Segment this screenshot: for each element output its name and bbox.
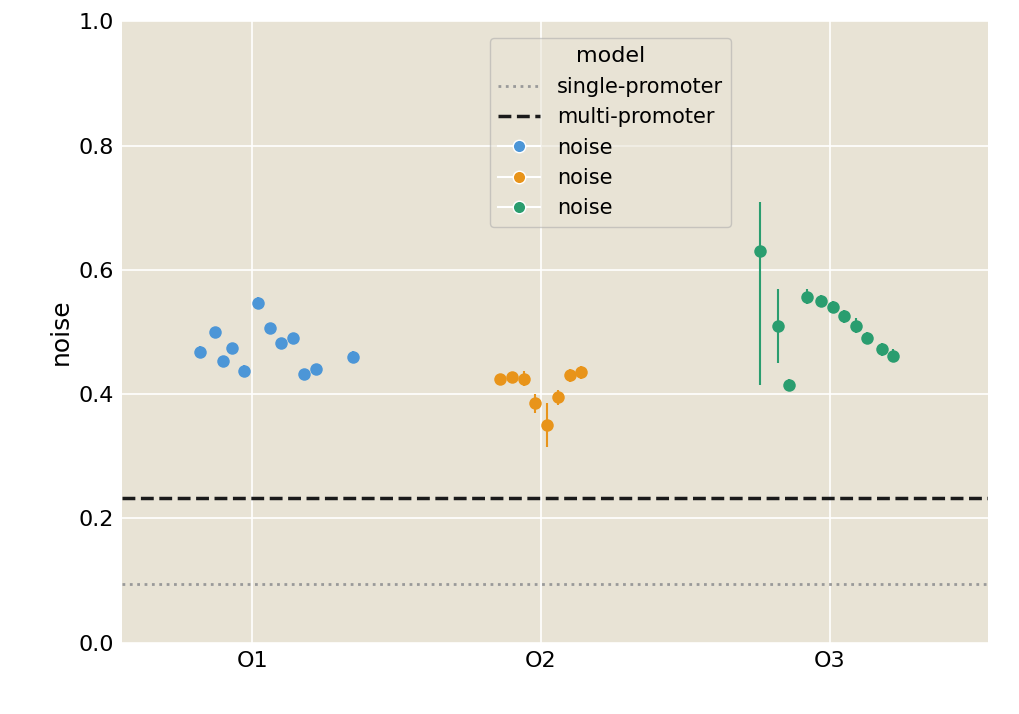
Legend: single-promoter, multi-promoter, noise, noise, noise: single-promoter, multi-promoter, noise, … xyxy=(490,38,732,227)
Y-axis label: noise: noise xyxy=(49,298,73,366)
